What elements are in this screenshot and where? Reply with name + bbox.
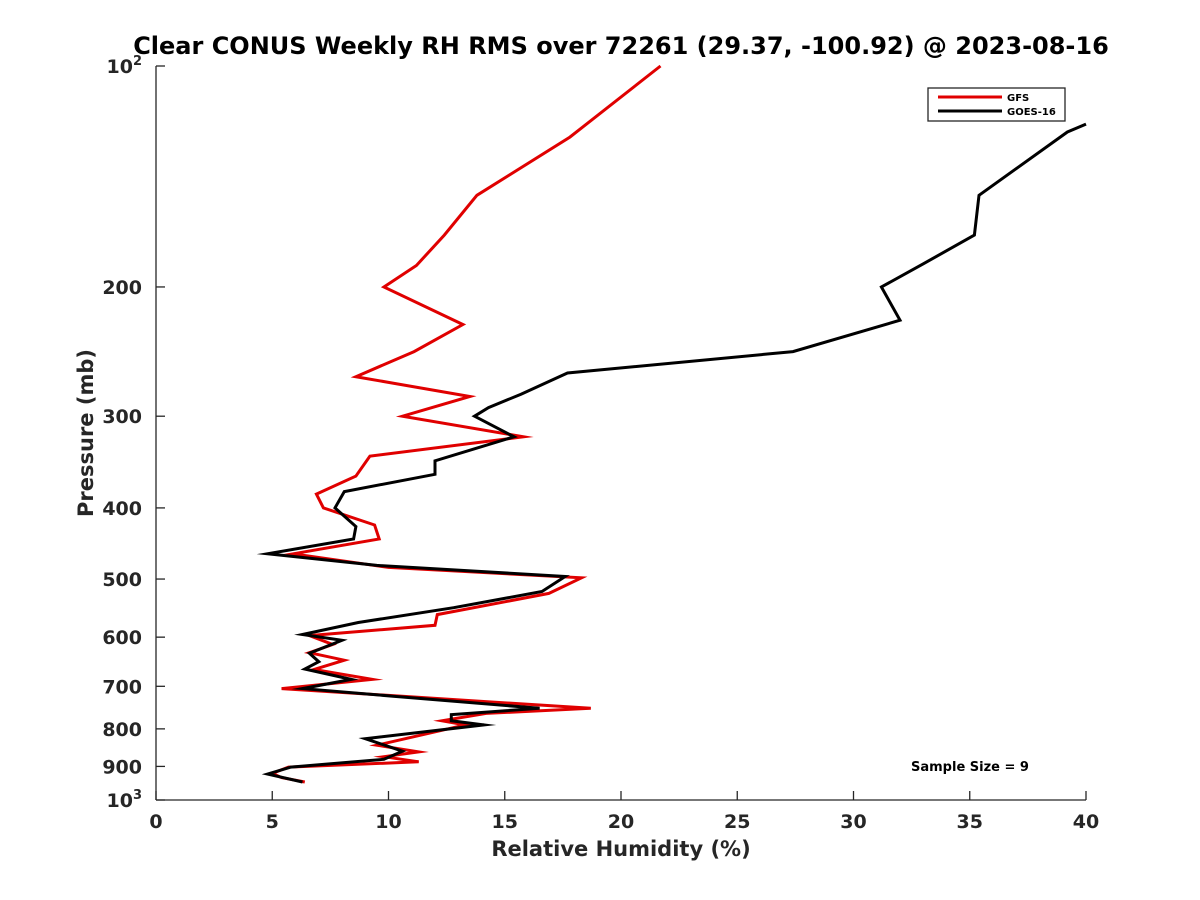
x-tick-label: 30	[840, 811, 866, 833]
chart-title: Clear CONUS Weekly RH RMS over 72261 (29…	[133, 32, 1109, 60]
x-tick-label: 15	[492, 811, 518, 833]
legend-label: GFS	[1007, 93, 1029, 104]
y-tick-base: 10	[107, 790, 133, 812]
legend-box	[927, 87, 1066, 122]
y-tick-label: 102	[107, 54, 143, 78]
y-tick-label: 400	[102, 498, 142, 520]
y-tick-label: 200	[102, 277, 142, 299]
y-tick-label: 500	[102, 569, 142, 591]
legend-label: GOES-16	[1007, 107, 1056, 118]
x-tick-label: 0	[149, 811, 162, 833]
x-tick-label: 5	[266, 811, 279, 833]
x-tick-label: 10	[375, 811, 401, 833]
y-tick-exponent: 2	[133, 54, 142, 69]
x-tick-label: 35	[957, 811, 983, 833]
y-tick-base: 10	[107, 56, 133, 78]
y-tick-label: 800	[102, 719, 142, 741]
y-tick-label: 300	[102, 406, 142, 428]
series-line-gfs	[268, 64, 662, 784]
x-tick-label: 20	[608, 811, 634, 833]
sample-size-annotation: Sample Size = 9	[911, 760, 1029, 775]
y-tick-label: 103	[107, 788, 143, 812]
x-axis-label: Relative Humidity (%)	[491, 837, 750, 861]
y-tick-label: 600	[102, 627, 142, 649]
series-lines	[256, 64, 1087, 784]
x-ticks: 0 5 10 15 20 25 30 35 40	[149, 791, 1099, 833]
y-tick-exponent: 3	[133, 788, 142, 803]
legend: GFS GOES-16	[927, 87, 1066, 122]
x-tick-label: 25	[724, 811, 750, 833]
x-tick-label: 40	[1073, 811, 1099, 833]
y-tick-label: 900	[102, 756, 142, 778]
series-line-goes-16	[256, 122, 1087, 784]
y-tick-label: 700	[102, 676, 142, 698]
y-axis-label: Pressure (mb)	[74, 349, 98, 517]
